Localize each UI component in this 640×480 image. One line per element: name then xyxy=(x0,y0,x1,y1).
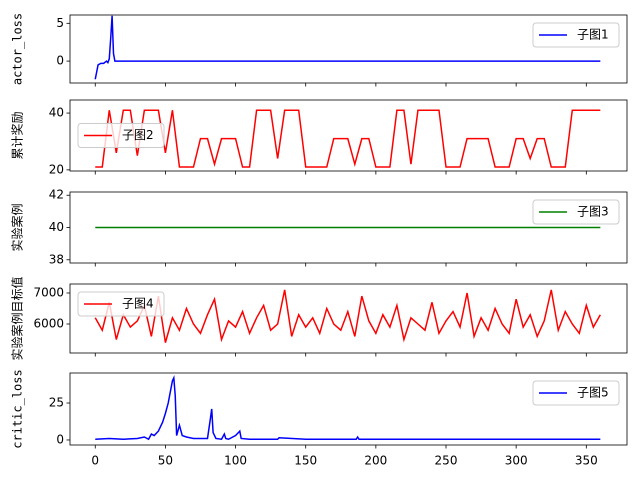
axes-frame xyxy=(69,283,628,354)
line-series xyxy=(94,289,601,343)
legend-label: 子图2 xyxy=(122,128,154,142)
x-tick-label: 100 xyxy=(224,454,247,468)
y-tick-label: 42 xyxy=(49,188,64,202)
y-tick-label: 6000 xyxy=(33,317,64,331)
legend-box xyxy=(77,291,165,317)
axes-frame xyxy=(69,14,628,84)
y-tick-label: 7000 xyxy=(33,285,64,299)
y-tick-label: 0 xyxy=(56,54,64,68)
y-axis-label: 实验案例 xyxy=(10,203,25,251)
y-tick-label: 38 xyxy=(49,252,64,266)
legend-label: 子图4 xyxy=(122,297,154,311)
line-series xyxy=(95,109,601,168)
x-tick-label: 200 xyxy=(364,454,387,468)
x-tick-label: 300 xyxy=(505,454,528,468)
line-series xyxy=(95,375,601,441)
y-tick-label: 20 xyxy=(49,162,64,176)
x-tick-label: 350 xyxy=(575,454,598,468)
y-tick-label: 5 xyxy=(56,16,64,30)
legend-box xyxy=(77,123,165,148)
legend-label: 子图5 xyxy=(577,386,609,400)
y-axis-label: 实验案例目标值 xyxy=(10,276,25,360)
axes-frame xyxy=(69,99,628,172)
y-tick-label: 25 xyxy=(49,396,64,410)
y-axis-label: 累计奖励 xyxy=(11,111,25,159)
x-tick-label: 50 xyxy=(158,454,173,468)
x-tick-label: 250 xyxy=(435,454,458,468)
legend-box xyxy=(532,199,620,225)
legend-label: 子图1 xyxy=(577,28,609,42)
x-tick-label: 150 xyxy=(294,454,317,468)
x-tick-label: 0 xyxy=(91,454,99,468)
y-tick-label: 0 xyxy=(56,432,64,446)
y-tick-label: 40 xyxy=(49,220,64,234)
y-axis-label: critic_loss xyxy=(11,369,25,448)
axes-frame xyxy=(69,372,628,446)
legend-label: 子图3 xyxy=(577,205,609,219)
legend-box xyxy=(532,380,620,406)
legend-box xyxy=(532,22,620,48)
line-series xyxy=(94,15,601,80)
y-tick-label: 40 xyxy=(49,106,64,120)
y-axis-label: actor_loss xyxy=(11,13,25,85)
